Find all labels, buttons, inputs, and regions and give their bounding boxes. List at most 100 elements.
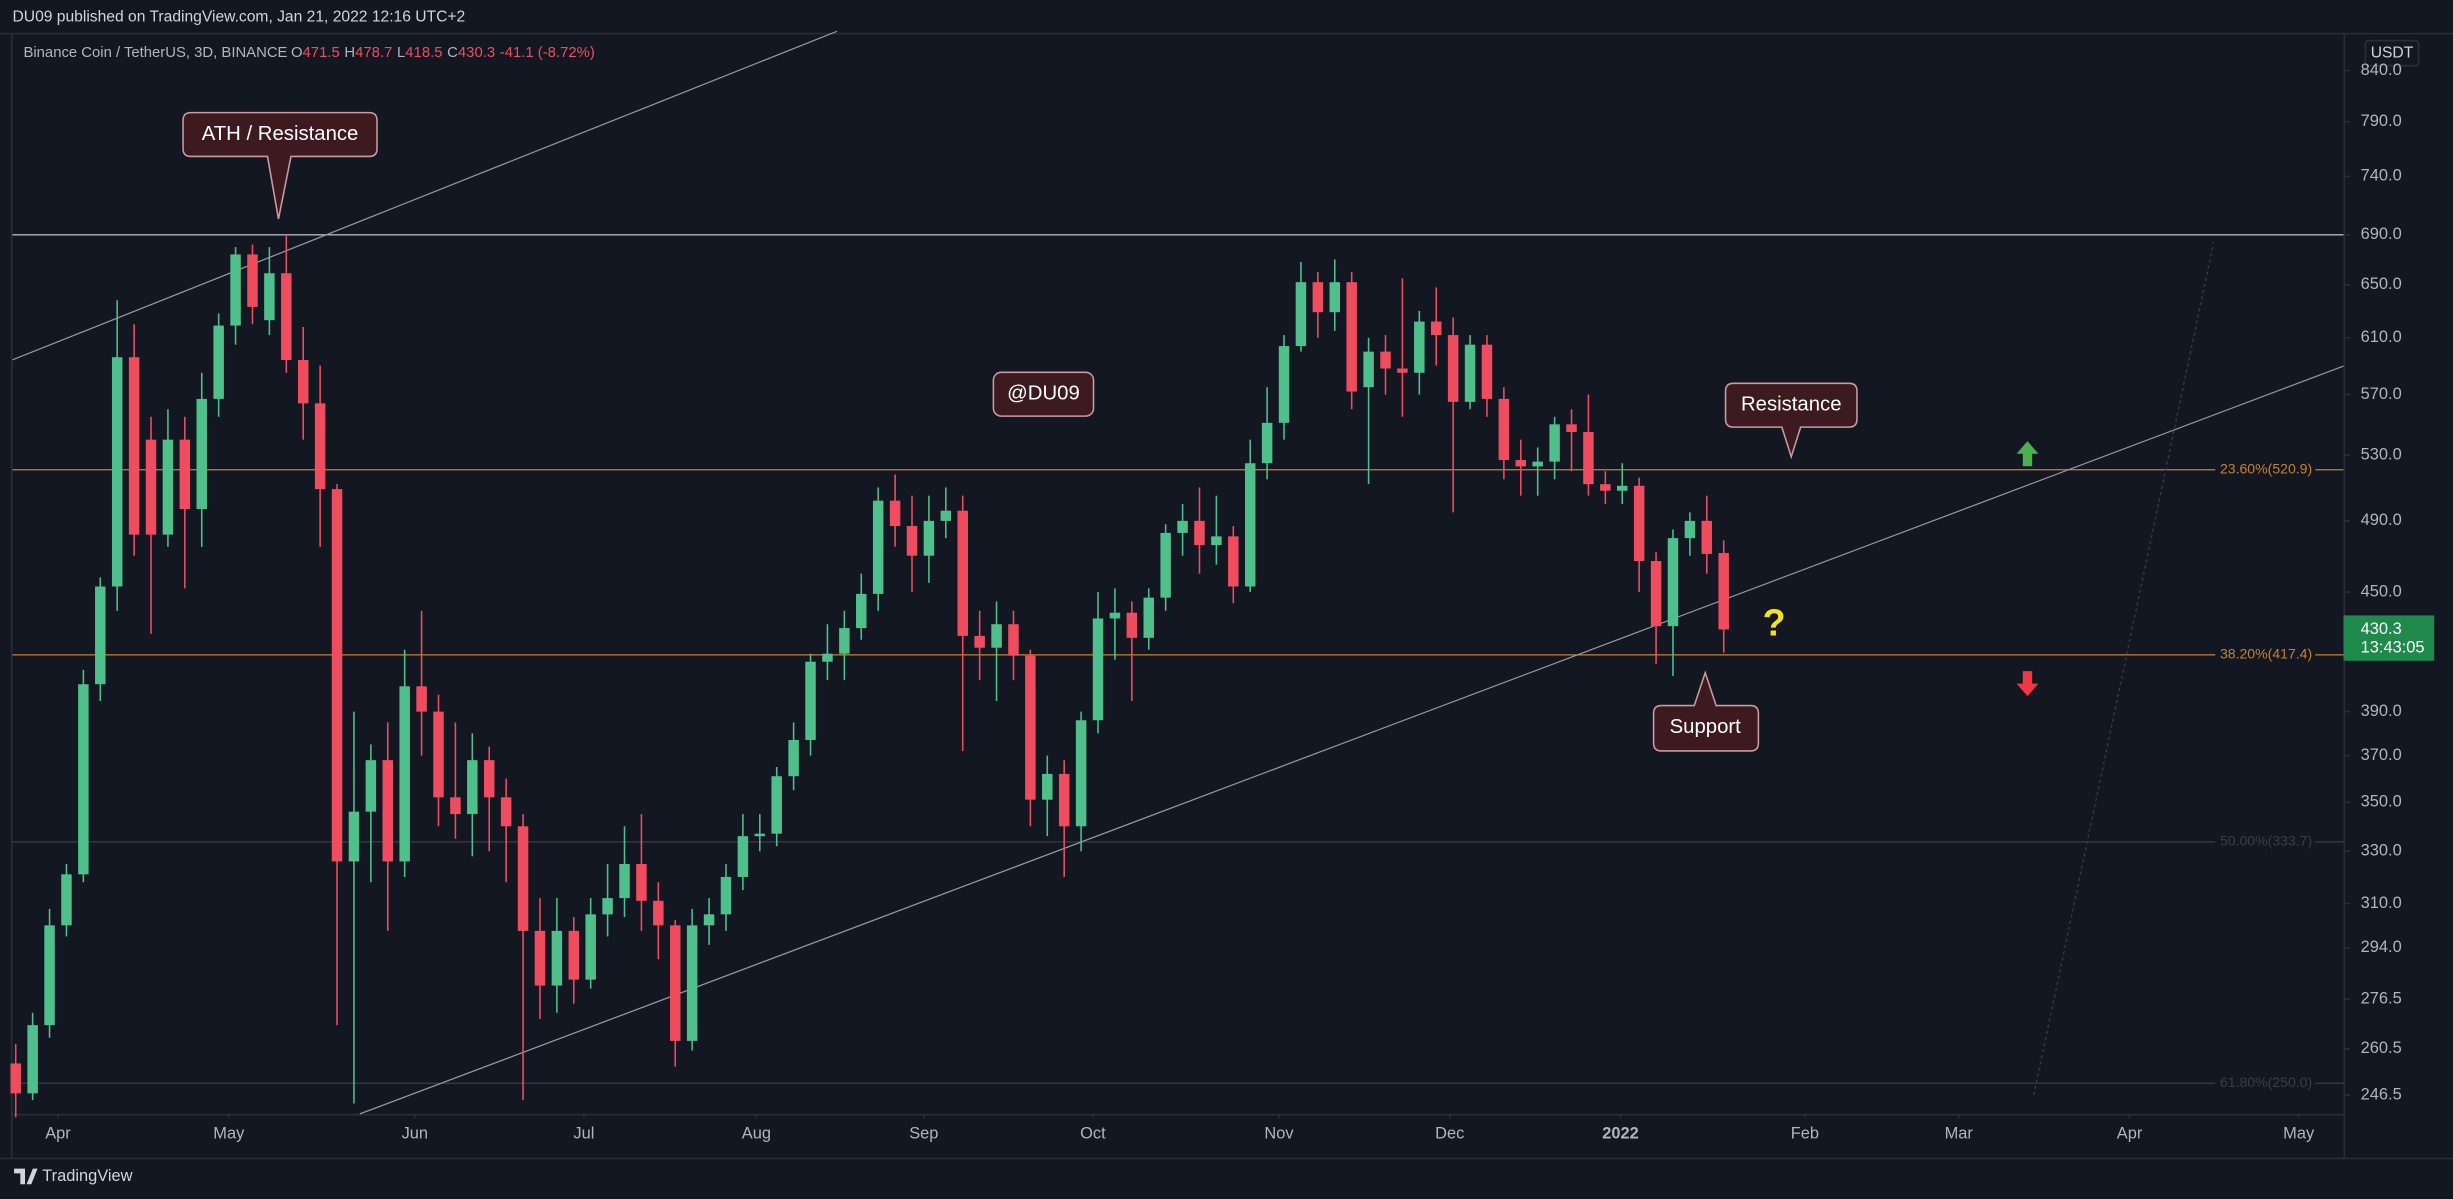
fib-label: 38.20%(417.4): [2220, 646, 2312, 662]
candle-body: [822, 653, 833, 662]
candle-body: [1600, 484, 1611, 491]
candle-body: [145, 439, 157, 535]
candle-body: [1447, 335, 1459, 402]
candle-body: [297, 360, 309, 404]
candle-body: [314, 403, 326, 490]
candle-body: [1532, 461, 1543, 467]
candle-body: [1228, 536, 1239, 587]
y-tick-label: 310.0: [2361, 894, 2402, 912]
candle-body: [1549, 424, 1560, 462]
ohlc-key: L: [397, 45, 405, 61]
fib-label: 50.00%(333.7): [2220, 833, 2312, 849]
y-tick-label: 246.5: [2361, 1085, 2402, 1103]
candle-body: [1481, 344, 1493, 399]
candle-body: [619, 863, 630, 899]
ohlc-key: H: [344, 45, 355, 61]
candle-body: [128, 357, 140, 535]
candle-body: [551, 930, 563, 986]
candle-body: [281, 273, 292, 361]
candle-body: [839, 628, 850, 654]
candle-body: [1701, 520, 1713, 554]
candle-body: [991, 624, 1002, 648]
candle-body: [1025, 655, 1036, 800]
candle-body: [1329, 282, 1341, 313]
candle-body: [1617, 485, 1628, 491]
candle-body: [653, 900, 664, 926]
y-tick-label: 350.0: [2361, 792, 2402, 810]
candle-body: [1160, 532, 1171, 598]
candle-body: [771, 776, 782, 834]
candle-body: [1194, 520, 1205, 546]
candle-body: [856, 593, 867, 629]
candle-body: [1566, 424, 1577, 432]
y-tick-label: 570.0: [2361, 385, 2402, 403]
candle-body: [213, 325, 224, 399]
callout-text: @DU09: [1007, 383, 1080, 405]
candle-body: [1312, 282, 1324, 313]
currency-box: [2364, 39, 2420, 67]
candle-body: [957, 510, 968, 636]
candle-body: [44, 925, 55, 1026]
candle-body: [500, 797, 512, 827]
ohlc-value: 478.7: [355, 45, 392, 61]
candle-body: [416, 686, 427, 712]
candle-body: [889, 500, 901, 527]
candle-body: [906, 526, 918, 556]
callout-text: ATH / Resistance: [202, 123, 359, 145]
x-tick-label: Mar: [1945, 1125, 1974, 1143]
callout: Support: [1652, 670, 1760, 752]
candle-body: [602, 898, 613, 915]
candle-body: [1583, 431, 1594, 485]
ohlc-key: O: [291, 45, 303, 61]
candle-body: [61, 874, 72, 926]
candle-body: [450, 797, 461, 815]
x-tick-label: Apr: [2117, 1125, 2143, 1143]
x-tick-label: Jun: [402, 1125, 428, 1143]
x-tick-label: May: [213, 1125, 245, 1143]
candle-body: [1042, 773, 1053, 800]
y-tick-label: 490.0: [2361, 511, 2402, 529]
trendline: [2033, 242, 2215, 1096]
candle-body: [1075, 720, 1087, 827]
candle-body: [1363, 351, 1374, 388]
y-tick-label: 840.0: [2361, 61, 2402, 79]
ohlc-key: C: [447, 45, 458, 61]
candle-body: [230, 254, 241, 326]
candle-body: [670, 925, 681, 1041]
candle-body: [1126, 612, 1138, 638]
candle-body: [1498, 398, 1510, 461]
candle-body: [636, 863, 647, 901]
candle-body: [923, 520, 935, 556]
x-tick-label: Oct: [1080, 1125, 1106, 1143]
candle-body: [1380, 351, 1391, 369]
ohlc-value: 430.3: [458, 45, 495, 61]
candle-body: [399, 686, 410, 862]
arrow-up: [2016, 441, 2039, 467]
candle-body: [1414, 321, 1425, 373]
x-tick-label: May: [2283, 1125, 2315, 1143]
callout-box: [1652, 670, 1760, 752]
candle-body: [247, 254, 258, 307]
candles: [10, 234, 1729, 1118]
candle-body: [872, 500, 884, 594]
candle-body: [179, 439, 191, 510]
ohlc-legend: O471.5 H478.7 L418.5 C430.3 -41.1 (-8.72%): [291, 45, 595, 61]
price-axis: 246.5 260.5 276.5 294.0 310.0 330.0 350.0 370.0…: [2343, 61, 2435, 1103]
x-tick-label: Nov: [1264, 1125, 1294, 1143]
fib-label: 61.80%(250.0): [2220, 1074, 2312, 1090]
candle-body: [1430, 321, 1442, 336]
x-tick-label: Sep: [909, 1125, 938, 1143]
x-tick-label: Feb: [1791, 1125, 1819, 1143]
candle-body: [10, 1063, 21, 1094]
candle-body: [1633, 485, 1645, 562]
candle-body: [95, 586, 106, 685]
candle-body: [703, 914, 715, 926]
candle-body: [534, 930, 546, 986]
candle-body: [78, 684, 89, 875]
candle-body: [940, 510, 952, 521]
candle-body: [1684, 520, 1696, 539]
callout-text: Support: [1670, 716, 1742, 738]
fib-label: 23.60%(520.9): [2220, 460, 2312, 476]
y-tick-label: 330.0: [2361, 842, 2402, 860]
